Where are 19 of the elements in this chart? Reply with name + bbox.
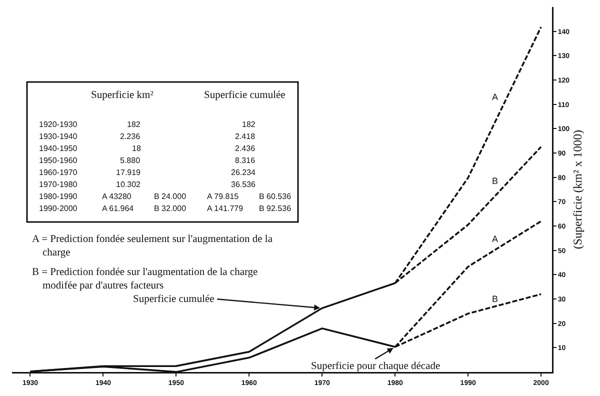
text: 1940-1950 18 2.436 (39, 144, 256, 153)
series-label: A (492, 234, 498, 244)
text: 1980-1990 A 43280 B 24.000 A 79.815 B 60.536 (39, 192, 292, 201)
text: 1930-1940 2.236 2.418 (39, 132, 256, 141)
annotation: Superficie km² (91, 90, 154, 101)
series-label: A (492, 92, 498, 102)
text: 1920-1930 182 182 (39, 120, 256, 129)
text: 1990-2000 A 61.964 B 32.000 A 141.779 B 92.536 (39, 204, 292, 213)
text: 1970-1980 10.302 36.536 (39, 180, 256, 189)
text: 1950-1960 5.880 8.316 (39, 156, 256, 165)
annotation: Superficie pour chaque décade (311, 361, 440, 372)
annotation: A = Prediction fondée seulement sur l'augmentation de la charge (32, 234, 273, 259)
annotation: Superficie cumulée (204, 90, 286, 101)
text: 1960-1970 17.919 26.234 (39, 168, 256, 177)
series-label: B (492, 294, 498, 304)
annotation: Superficie cumulée (133, 294, 215, 305)
y-axis-title: (Superficie (km² x 1000) (570, 130, 584, 250)
series-label: B (492, 176, 498, 186)
annotation: B = Prediction fondée sur l'augmentation de la charge modifée par d'autres facteurs (32, 267, 258, 292)
